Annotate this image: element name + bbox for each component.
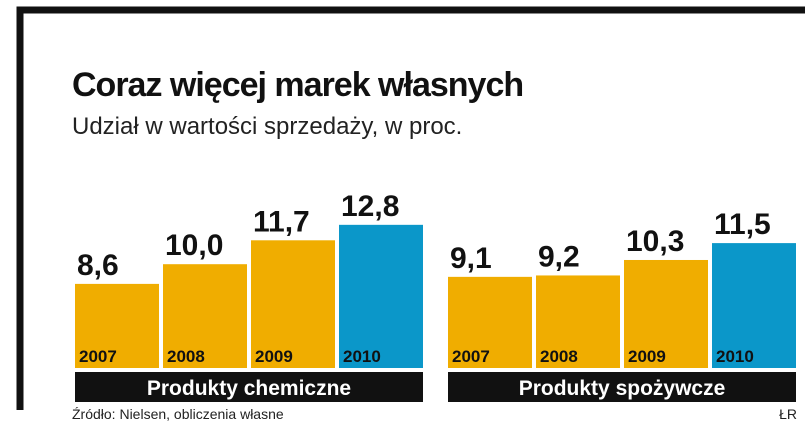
value-label-0-2: 11,7 <box>253 205 310 238</box>
bar-0-2009 <box>251 240 335 368</box>
bar-0-2007 <box>75 283 159 368</box>
category-label-1-2: 2009 <box>628 347 666 366</box>
bar-1-2008 <box>536 275 620 368</box>
value-label-1-1: 9,2 <box>538 240 580 273</box>
bar-0-2008 <box>163 264 247 368</box>
bar-1-2010 <box>712 243 796 368</box>
value-label-1-0: 9,1 <box>450 242 492 275</box>
category-label-0-2: 2009 <box>255 347 293 366</box>
category-label-1-3: 2010 <box>716 347 754 366</box>
group-label-1: Produkty spożywcze <box>519 377 726 400</box>
value-label-1-3: 11,5 <box>714 208 771 241</box>
category-label-1-1: 2008 <box>540 347 578 366</box>
group-band-0 <box>75 372 423 402</box>
category-label-0-3: 2010 <box>343 347 381 366</box>
value-label-0-0: 8,6 <box>77 249 119 282</box>
group-label-0: Produkty chemiczne <box>147 377 351 400</box>
chart-subtitle: Udział w wartości sprzedaży, w proc. <box>72 113 463 140</box>
value-label-0-1: 10,0 <box>165 229 223 262</box>
category-label-0-1: 2008 <box>167 347 205 366</box>
author-credit: ŁR <box>779 406 797 422</box>
source-note: Źródło: Nielsen, obliczenia własne <box>72 406 284 422</box>
chart-title: Coraz więcej marek własnych <box>72 66 524 104</box>
value-label-1-2: 10,3 <box>626 225 684 258</box>
group-band-1 <box>448 372 796 402</box>
bar-1-2009 <box>624 259 708 368</box>
category-label-1-0: 2007 <box>452 347 490 366</box>
bar-1-2007 <box>448 276 532 368</box>
value-label-0-3: 12,8 <box>341 190 399 223</box>
bar-0-2010 <box>339 224 423 368</box>
category-label-0-0: 2007 <box>79 347 117 366</box>
